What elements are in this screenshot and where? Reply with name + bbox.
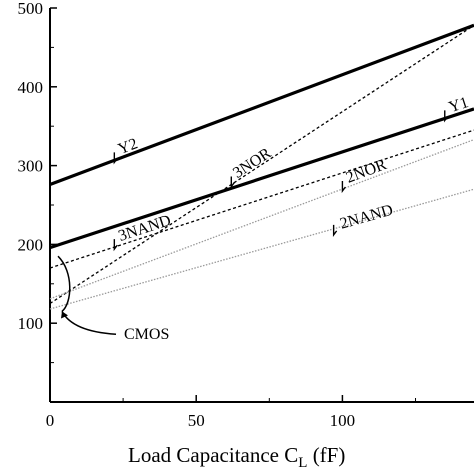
series-layer [49, 23, 474, 310]
series-label-y2: Y2 [116, 135, 140, 158]
series-label-leader [113, 152, 118, 165]
x-axis-label-subscript: L [298, 455, 307, 471]
series-line-y1 [49, 107, 474, 250]
x-axis-label-text: Load Capacitance [128, 443, 284, 467]
y-tick-label: 300 [18, 157, 44, 176]
y-tick-label: 400 [18, 78, 44, 97]
series-line-2nand [49, 188, 474, 310]
series-label-leader [230, 176, 235, 189]
series-label-leader [332, 224, 338, 237]
annotation-layer: CMOS [57, 255, 169, 343]
x-tick-label: 50 [188, 411, 205, 430]
y-tick-label: 200 [18, 235, 44, 254]
x-axis-label-symbol: C [284, 443, 298, 467]
series-label-2nor: 2NOR [344, 156, 389, 187]
x-axis-label-unit: (fF) [307, 443, 345, 467]
cmos-bracket [57, 255, 71, 312]
series-line-2nor [49, 138, 474, 300]
y-tick-label: 500 [18, 0, 44, 18]
series-label-leader [444, 110, 449, 123]
cmos-arrow-head [61, 311, 68, 319]
x-tick-label: 0 [46, 411, 55, 430]
cmos-arrow [61, 311, 117, 335]
series-line-3nor [49, 24, 474, 305]
series-label-2nand: 2NAND [338, 202, 395, 233]
series-label-leader [341, 180, 346, 194]
x-axis-label: Load Capacitance CL (fF) [128, 443, 345, 471]
cmos-label: CMOS [124, 326, 169, 343]
chart-axes: 100 200 300 400 500 0 50 100 [18, 0, 474, 430]
series-label-y1: Y1 [447, 94, 471, 116]
x-tick-label: 100 [330, 411, 356, 430]
y-tick-label: 100 [18, 314, 44, 333]
series-line-y2 [49, 23, 474, 186]
series-line-3nand [49, 129, 474, 269]
series-label-leader [113, 239, 118, 252]
